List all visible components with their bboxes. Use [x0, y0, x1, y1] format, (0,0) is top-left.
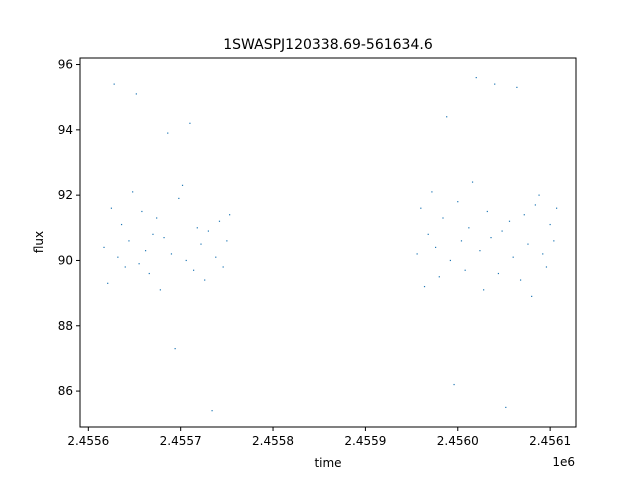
data-point: [423, 285, 426, 288]
data-point: [185, 259, 187, 262]
data-point: [200, 243, 202, 245]
y-axis-label: flux: [32, 231, 46, 253]
data-point: [508, 220, 511, 222]
x-tick-label: 2.4560: [437, 434, 479, 448]
x-tick-label: 2.4556: [67, 434, 109, 448]
data-point: [141, 210, 143, 213]
data-point: [211, 410, 213, 412]
data-point: [479, 250, 481, 252]
data-point: [215, 256, 217, 258]
y-tick-label: 94: [58, 123, 73, 137]
data-point: [431, 191, 433, 193]
plot-frame: [79, 57, 577, 428]
data-point: [460, 240, 463, 242]
data-point: [152, 233, 154, 235]
data-point: [144, 250, 147, 252]
data-point: [457, 201, 459, 203]
data-point: [464, 269, 466, 271]
x-tick-label: 2.4561: [529, 434, 571, 448]
data-point: [113, 83, 115, 85]
data-point: [218, 220, 221, 222]
data-point: [204, 279, 206, 281]
data-point: [107, 282, 109, 284]
data-point: [416, 253, 418, 255]
data-point: [490, 237, 492, 239]
data-point: [527, 243, 529, 245]
data-point: [156, 217, 158, 219]
data-point: [178, 197, 180, 200]
data-point: [427, 233, 429, 235]
data-point: [189, 122, 191, 124]
x-axis-ticks: 2.4556 2.4557 2.4558 2.4559 2.4560 2.4561: [67, 427, 571, 448]
data-point: [505, 406, 507, 409]
x-tick-label: 2.4557: [160, 434, 202, 448]
data-point: [128, 240, 130, 242]
y-tick-label: 92: [58, 188, 73, 202]
data-point: [556, 207, 558, 209]
data-point: [193, 269, 195, 271]
y-tick-label: 96: [58, 58, 73, 72]
data-point: [501, 230, 503, 232]
y-tick-label: 88: [58, 319, 73, 333]
y-tick-label: 90: [58, 253, 73, 267]
data-point: [181, 184, 184, 186]
data-point: [523, 214, 525, 216]
data-point: [148, 272, 150, 275]
data-point: [170, 253, 173, 255]
data-point: [135, 93, 137, 95]
data-point: [538, 194, 540, 196]
data-point: [124, 266, 126, 268]
data-point: [207, 230, 209, 232]
data-point: [163, 237, 165, 239]
data-point: [449, 259, 451, 262]
data-point: [549, 223, 551, 226]
data-point: [486, 210, 488, 213]
data-point: [483, 289, 485, 291]
data-point: [512, 256, 514, 258]
data-point: [222, 266, 224, 268]
data-point: [420, 207, 422, 209]
data-point: [120, 223, 123, 226]
data-point: [534, 204, 536, 206]
data-point: [159, 289, 161, 291]
data-points: [103, 76, 558, 412]
data-point: [542, 253, 544, 255]
data-point: [196, 227, 198, 229]
data-point: [117, 256, 119, 258]
data-point: [446, 116, 448, 118]
data-point: [453, 383, 455, 386]
data-point: [174, 348, 176, 350]
data-point: [471, 181, 474, 183]
chart-title: 1SWASPJ120338.69-561634.6: [223, 37, 433, 53]
data-point: [442, 217, 444, 219]
data-point: [226, 240, 228, 242]
data-point: [132, 191, 134, 193]
data-point: [475, 76, 477, 79]
x-tick-label: 2.4558: [252, 434, 294, 448]
data-point: [468, 227, 470, 229]
data-point: [138, 263, 140, 265]
plot-area: [80, 58, 576, 427]
x-axis-label: time: [314, 456, 341, 470]
data-point: [494, 83, 496, 85]
y-tick-label: 86: [58, 384, 73, 398]
data-point: [110, 207, 113, 209]
data-point: [497, 272, 500, 275]
data-point: [229, 214, 231, 216]
data-point: [545, 266, 548, 268]
data-point: [438, 276, 440, 278]
data-point: [516, 86, 518, 88]
data-point: [553, 240, 555, 242]
x-offset-label: 1e6: [552, 455, 575, 469]
y-axis-ticks: 86 88 90 92 94 96: [58, 58, 80, 398]
data-point: [167, 132, 169, 134]
data-point: [519, 279, 522, 281]
data-point: [531, 295, 533, 297]
x-tick-label: 2.4559: [344, 434, 386, 448]
data-point: [103, 246, 105, 248]
data-point: [435, 246, 437, 248]
